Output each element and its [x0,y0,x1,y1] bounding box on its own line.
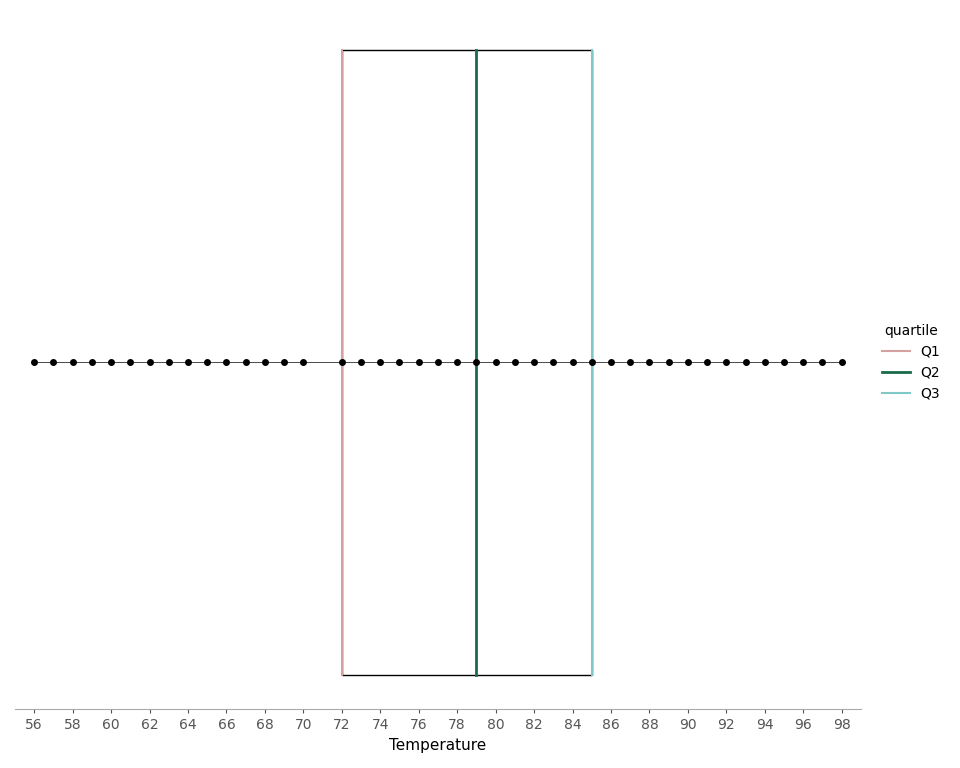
Legend: Q1, Q2, Q3: Q1, Q2, Q3 [876,318,946,406]
X-axis label: Temperature: Temperature [390,738,487,753]
Bar [342,50,591,675]
